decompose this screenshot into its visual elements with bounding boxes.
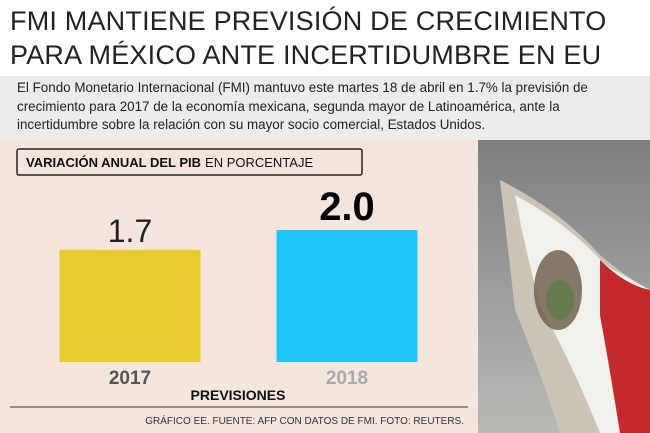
source: GRÁFICO EE. FUENTE: AFP CON DATOS DE FMI… [145,414,464,427]
subtitle-unit: EN PORCENTAJE [205,155,313,170]
title-line: FMI MANTIENE PREVISIÓN DE CRECIMIENTO [10,6,607,36]
description-background [0,76,650,140]
title-line: PARA MÉXICO ANTE INCERTIDUMBRE EN EU [10,40,602,70]
x-tick-label: 2018 [326,368,368,389]
bar [276,230,418,362]
value-label: 1.7 [108,213,152,249]
subtitle-main: VARIACIÓN ANUAL DEL PIB [26,155,201,170]
x-axis-label: PREVISIONES [191,387,286,403]
title: FMI MANTIENE PREVISIÓN DE CRECIMIENTO PA… [10,4,646,72]
value-label: 2.0 [319,185,375,229]
bar [59,249,201,362]
photo [478,140,650,433]
subtitle-box [16,148,363,176]
chart: VARIACIÓN ANUAL DEL PIB EN PORCENTAJE PRE… [0,140,650,433]
description: El Fondo Monetario Internacional (FMI) m… [17,80,588,132]
x-tick-label: 2017 [109,368,151,389]
subtitle: VARIACIÓN ANUAL DEL PIB EN PORCENTAJE [26,155,313,170]
